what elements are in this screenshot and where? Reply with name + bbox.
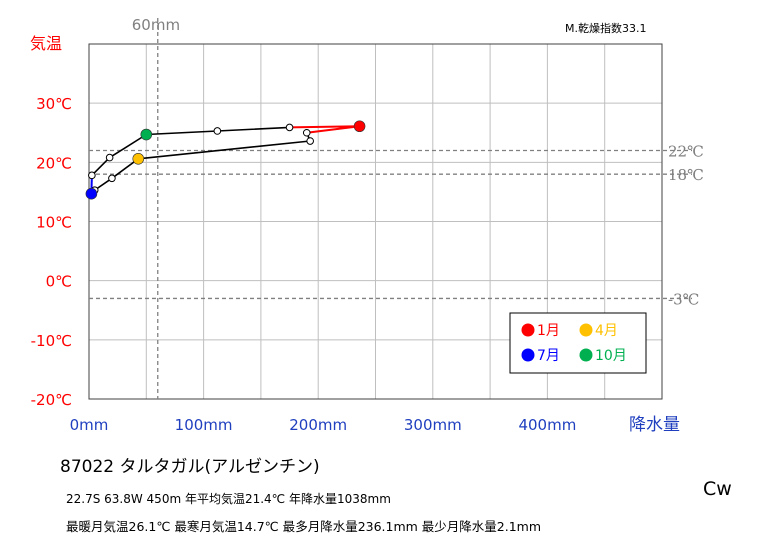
climate-code: Cw xyxy=(703,478,732,500)
station-info-line-2: 最暖月気温26.1℃ 最寒月気温14.7℃ 最多月降水量236.1mm 最少月降… xyxy=(66,519,542,534)
data-point-month-4 xyxy=(132,152,145,165)
aridity-index: M.乾燥指数33.1 xyxy=(565,22,647,35)
y-tick-label: -20℃ xyxy=(31,391,72,409)
legend-box xyxy=(509,312,647,374)
reference-label-22: 22℃ xyxy=(668,143,704,161)
data-point-month-1 xyxy=(353,120,366,133)
data-point-month-10 xyxy=(140,128,153,141)
reference-label--3: -3℃ xyxy=(668,290,699,308)
reference-label-60mm: 60mm xyxy=(132,16,180,34)
plot-border xyxy=(88,43,663,400)
y-axis-label: 気温 xyxy=(30,34,62,53)
y-tick-label: 30℃ xyxy=(36,95,72,113)
reference-label-18: 18℃ xyxy=(668,166,704,184)
station-info-line-1: 22.7S 63.8W 450m 年平均気温21.4℃ 年降水量1038mm xyxy=(66,492,391,506)
data-point-month-12 xyxy=(285,123,294,132)
data-point-month-8 xyxy=(88,171,96,180)
data-point-month-3 xyxy=(306,137,314,145)
data-point-month-11 xyxy=(213,127,222,135)
legend-marker-7 xyxy=(521,348,535,362)
y-tick-label: 20℃ xyxy=(36,154,72,172)
y-tick-label: 0℃ xyxy=(46,273,72,291)
legend-label-1: 1月 xyxy=(537,323,560,339)
x-tick-label: 0mm xyxy=(70,416,109,434)
x-axis-label: 降水量 xyxy=(629,415,680,435)
y-tick-label: -10℃ xyxy=(31,332,72,350)
y-tick-label: 10℃ xyxy=(36,214,72,232)
legend-label-10: 10月 xyxy=(595,348,627,364)
x-tick-label: 400mm xyxy=(518,416,576,434)
legend-marker-1 xyxy=(521,323,535,337)
legend-label-7: 7月 xyxy=(537,348,560,364)
legend-label-4: 4月 xyxy=(595,323,618,339)
data-point-month-7 xyxy=(85,187,98,200)
legend-marker-4 xyxy=(579,323,593,337)
station-title: 87022 タルタガル(アルゼンチン) xyxy=(60,457,320,477)
legend-marker-10 xyxy=(579,348,593,362)
x-tick-label: 100mm xyxy=(175,416,233,434)
data-point-month-5 xyxy=(108,174,116,183)
x-tick-label: 300mm xyxy=(404,416,462,434)
data-point-month-9 xyxy=(105,153,114,162)
data-point-month-2 xyxy=(302,128,311,137)
x-tick-label: 200mm xyxy=(289,416,347,434)
